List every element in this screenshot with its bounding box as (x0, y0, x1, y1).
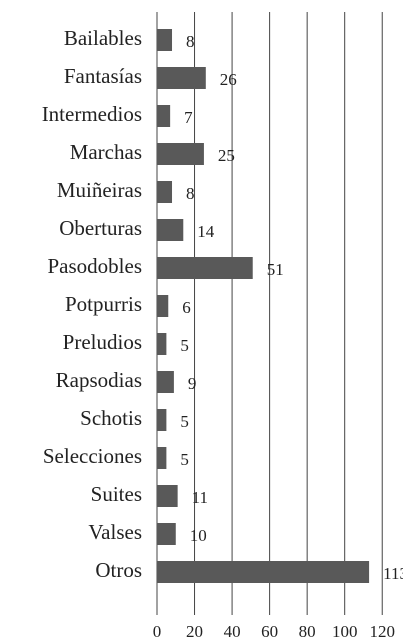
y-tick-label: Oberturas (59, 216, 142, 240)
bar (157, 523, 176, 545)
y-tick-label: Intermedios (42, 102, 142, 126)
bar (157, 409, 167, 431)
value-label: 8 (186, 32, 195, 51)
y-tick-label: Valses (88, 520, 142, 544)
value-label: 25 (218, 146, 235, 165)
value-label: 11 (192, 488, 208, 507)
bar (157, 29, 173, 51)
bar (157, 181, 173, 203)
x-tick-label: 120 (369, 622, 395, 641)
y-tick-label: Preludios (63, 330, 142, 354)
x-tick-label: 60 (261, 622, 278, 641)
y-tick-label: Bailables (64, 26, 142, 50)
bar (157, 485, 178, 507)
y-tick-label: Schotis (80, 406, 142, 430)
x-tick-label: 0 (153, 622, 162, 641)
value-label: 6 (182, 298, 191, 317)
y-tick-label: Fantasías (64, 64, 142, 88)
y-tick-label: Otros (95, 558, 142, 582)
y-tick-label: Pasodobles (48, 254, 143, 278)
value-label: 5 (180, 412, 189, 431)
bar (157, 561, 370, 583)
y-tick-label: Selecciones (43, 444, 142, 468)
y-tick-label: Potpurris (65, 292, 142, 316)
value-label: 51 (267, 260, 284, 279)
x-tick-label: 20 (186, 622, 203, 641)
value-label: 7 (184, 108, 193, 127)
bar (157, 219, 184, 241)
bar (157, 257, 253, 279)
x-tick-label: 80 (299, 622, 316, 641)
y-tick-label: Marchas (70, 140, 142, 164)
bar (157, 143, 204, 165)
value-label: 8 (186, 184, 195, 203)
value-label: 10 (190, 526, 207, 545)
x-tick-label: 40 (224, 622, 241, 641)
bar (157, 447, 167, 469)
value-label: 14 (197, 222, 215, 241)
bar (157, 295, 169, 317)
y-tick-label: Suites (91, 482, 142, 506)
x-tick-label: 100 (332, 622, 358, 641)
bar (157, 67, 206, 89)
value-label: 9 (188, 374, 197, 393)
value-label: 26 (220, 70, 237, 89)
bar (157, 333, 167, 355)
y-tick-label: Muiñeiras (57, 178, 142, 202)
bar (157, 105, 171, 127)
value-label: 5 (180, 450, 189, 469)
value-label: 113 (383, 564, 403, 583)
y-tick-label: Rapsodias (56, 368, 142, 392)
value-label: 5 (180, 336, 189, 355)
bar (157, 371, 174, 393)
